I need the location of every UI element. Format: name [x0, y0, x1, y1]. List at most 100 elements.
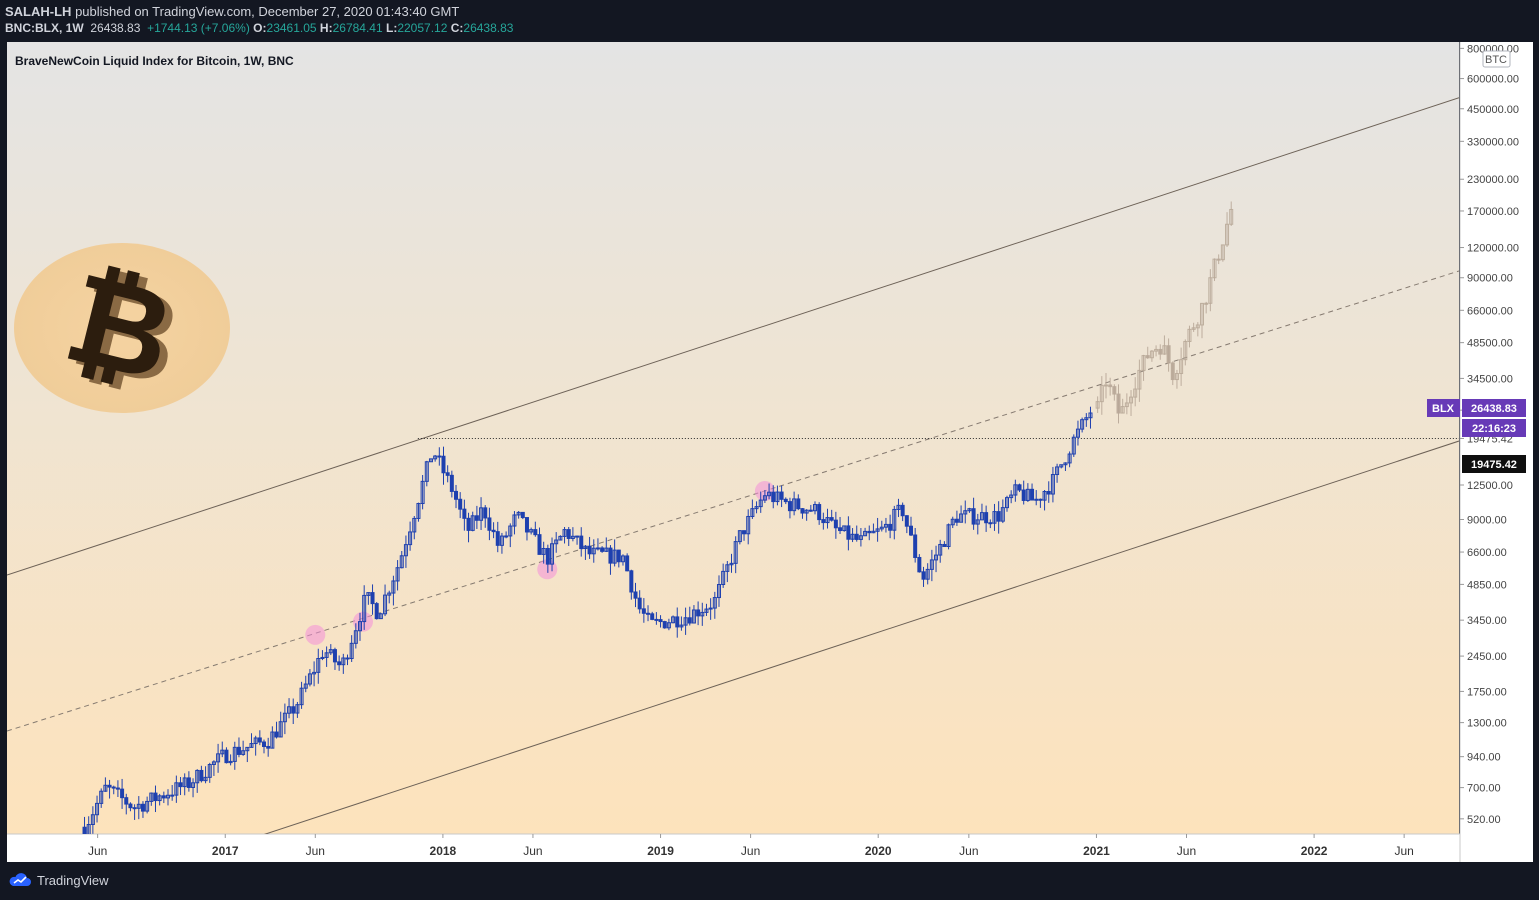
projection-candle-body: [1187, 328, 1192, 342]
y-tick-label: 1750.00: [1467, 686, 1507, 698]
candle-body: [370, 592, 375, 605]
badge-symbol: BLX: [1432, 403, 1455, 415]
candle-body: [378, 613, 383, 620]
candle-body: [992, 511, 997, 524]
channel-lower-line: [263, 440, 1459, 834]
candle-body: [616, 549, 621, 563]
candle-body: [216, 753, 221, 763]
candle-body: [641, 608, 646, 614]
projection-candle-body: [1225, 223, 1230, 246]
candle-body: [199, 769, 204, 782]
candle-body: [424, 461, 429, 482]
candle-body: [487, 517, 492, 531]
candle-body: [537, 534, 542, 555]
touch-point-marker: [305, 624, 326, 645]
candle-body: [967, 508, 972, 512]
level-badge-value: 19475.42: [1471, 459, 1517, 471]
projection-candle-body: [1216, 258, 1221, 261]
candle-body: [504, 535, 509, 538]
candle-body: [767, 491, 772, 497]
y-tick-label: 120000.00: [1467, 243, 1519, 255]
candle-body: [575, 535, 580, 538]
candle-body: [608, 547, 613, 564]
candle-body: [445, 472, 450, 476]
candle-body: [324, 652, 329, 658]
candle-body: [583, 545, 588, 550]
tradingview-brand[interactable]: TradingView: [8, 872, 109, 888]
x-tick-label: Jun: [1394, 844, 1413, 858]
candle-body: [1084, 417, 1089, 421]
candle-body: [157, 795, 162, 802]
candle-body: [257, 737, 262, 743]
candle-body: [166, 794, 171, 799]
candle-body: [345, 657, 350, 660]
candle-body: [938, 543, 943, 556]
candle-body: [650, 613, 655, 620]
symbol-interval: BNC:BLX, 1W: [5, 21, 84, 35]
plot-area[interactable]: [7, 97, 1459, 900]
candle-body: [328, 649, 333, 654]
candle-body: [1088, 412, 1093, 419]
open-label: O:: [253, 21, 267, 35]
candle-body: [1034, 498, 1039, 501]
candle-body: [153, 792, 158, 802]
candle-body: [232, 746, 237, 762]
candle-body: [833, 519, 838, 529]
candle-body: [904, 515, 909, 527]
y-tick-label: 1300.00: [1467, 718, 1507, 730]
candle-body: [654, 618, 659, 621]
x-tick-label: Jun: [88, 844, 107, 858]
candle-body: [879, 526, 884, 530]
candle-body: [182, 777, 187, 788]
projection-candle-body: [1170, 362, 1175, 381]
candle-body: [595, 547, 600, 550]
candle-body: [758, 499, 763, 508]
candle-body: [625, 555, 630, 572]
candle-body: [516, 511, 521, 516]
candle-body: [161, 795, 166, 799]
candle-body: [646, 612, 651, 615]
candle-body: [341, 657, 346, 666]
candle-body: [787, 501, 792, 512]
x-tick-label: 2017: [212, 844, 239, 858]
candle-body: [566, 529, 571, 539]
candle-body: [954, 518, 959, 523]
candle-body: [850, 533, 855, 540]
candle-body: [282, 712, 287, 723]
candle-body: [191, 782, 196, 788]
projection-candle-body: [1179, 359, 1184, 375]
y-tick-label: 230000.00: [1467, 174, 1519, 186]
x-tick-label: Jun: [306, 844, 325, 858]
candle-body: [846, 525, 851, 540]
candle-body: [495, 531, 500, 546]
candle-body: [320, 656, 325, 660]
y-tick-label: 90000.00: [1467, 273, 1513, 285]
candle-body: [412, 517, 417, 533]
bitcoin-logo: ₿ ₿: [14, 243, 230, 415]
candle-body: [420, 480, 425, 505]
brand-label: TradingView: [37, 872, 109, 888]
candle-body: [771, 491, 776, 503]
author-name[interactable]: SALAH-LH: [5, 4, 72, 19]
candle-body: [700, 611, 705, 617]
candle-body: [136, 803, 141, 809]
candle-body: [679, 624, 684, 628]
projection-candle-body: [1195, 324, 1200, 329]
candle-body: [103, 784, 108, 792]
candle-body: [132, 807, 137, 810]
y-tick-label: 940.00: [1467, 752, 1501, 764]
y-tick-label: 170000.00: [1467, 206, 1519, 218]
candle-body: [988, 522, 993, 525]
y-tick-label: 66000.00: [1467, 305, 1513, 317]
blx-price-badge: BLX 26438.83 22:16:23: [1427, 399, 1526, 437]
candle-body: [449, 474, 454, 492]
candle-body: [554, 539, 559, 545]
candle-body: [921, 571, 926, 580]
currency-box[interactable]: BTC: [1482, 50, 1511, 68]
candle-body: [358, 621, 363, 632]
candle-body: [959, 513, 964, 523]
candle-body: [838, 527, 843, 532]
candle-body: [1067, 453, 1072, 464]
candle-body: [111, 786, 116, 789]
